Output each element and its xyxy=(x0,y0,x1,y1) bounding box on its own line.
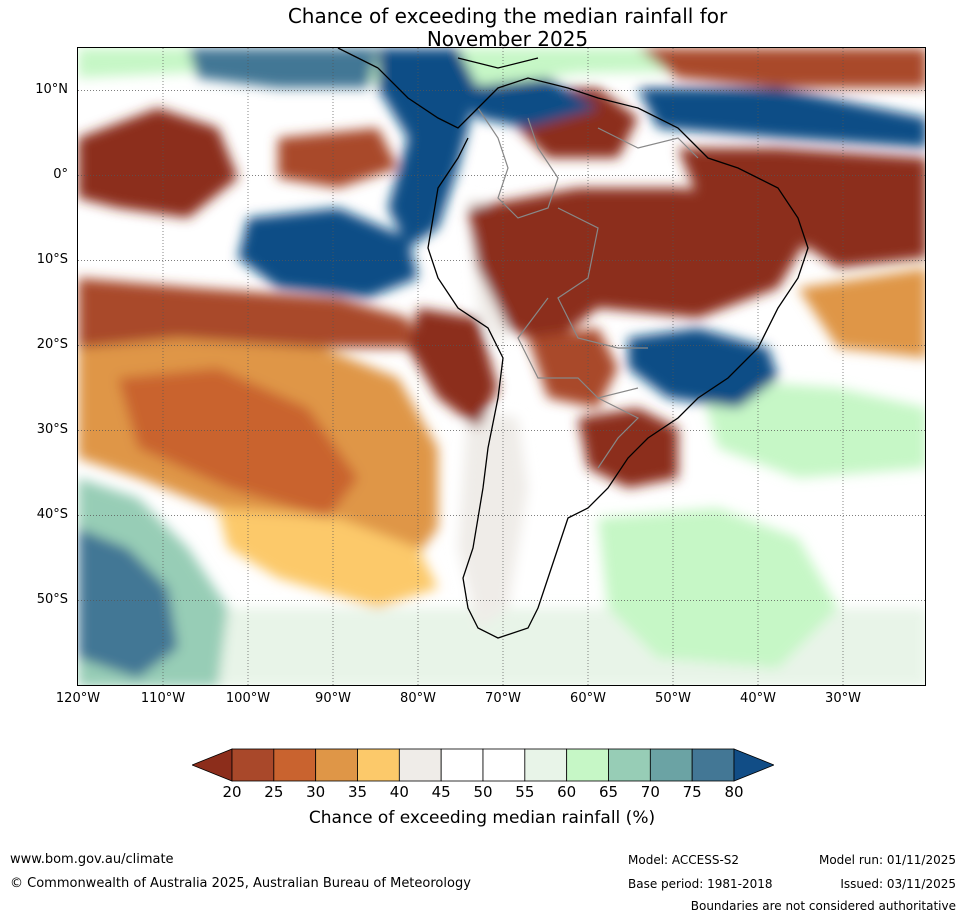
region-brown-tropical-atlantic xyxy=(678,148,925,268)
colorbar-tick-45: 45 xyxy=(431,783,451,801)
lon-label-40w: 40°W xyxy=(740,691,776,706)
colorbar-segment xyxy=(482,748,526,782)
region-grey-patagonia xyxy=(458,408,528,628)
colorbar-tick-40: 40 xyxy=(389,783,409,801)
colorbar-svg xyxy=(190,748,776,782)
region-blue-southwest xyxy=(78,528,178,678)
lat-label-40s: 40°S xyxy=(36,507,68,522)
region-brown-pacific-patch xyxy=(278,128,398,188)
region-blue-pacific-band xyxy=(188,48,378,88)
region-green-south-atlantic xyxy=(598,508,838,668)
colorbar-tick-25: 25 xyxy=(264,783,284,801)
base-period-text: Base period: 1981-2018 xyxy=(628,877,773,891)
colorbar-label: Chance of exceeding median rainfall (%) xyxy=(308,808,656,828)
colorbar-segment xyxy=(273,748,317,782)
disclaimer-text: Boundaries are not considered authoritat… xyxy=(690,899,956,913)
website-link[interactable]: www.bom.gov.au/climate xyxy=(10,852,174,867)
region-brown-equatorial-pacific xyxy=(78,108,238,218)
colorbar xyxy=(190,747,776,783)
colorbar-extend-high xyxy=(733,748,776,782)
map-title: Chance of exceeding the median rainfall … xyxy=(180,5,835,51)
region-brown-la-plata xyxy=(578,408,678,488)
colorbar-tick-65: 65 xyxy=(598,783,619,801)
border-argentina-uruguay xyxy=(597,397,640,469)
region-brown-amazon xyxy=(468,188,808,348)
coastline-south-america xyxy=(377,67,809,639)
rainfall-fields xyxy=(78,48,925,685)
graticule xyxy=(78,48,925,685)
lon-label-110w: 110°W xyxy=(140,691,186,706)
title-line-1: Chance of exceeding the median rainfall … xyxy=(287,4,728,28)
coastline-caribbean-islands xyxy=(457,57,539,69)
colorbar-segment xyxy=(315,748,358,782)
lon-label-80w: 80°W xyxy=(400,691,436,706)
colorbar-tick-50: 50 xyxy=(473,783,493,801)
border-guianas xyxy=(597,127,699,159)
lat-label-0: 0° xyxy=(53,167,68,182)
region-blue-southern-brazil xyxy=(628,328,778,408)
colorbar-segment xyxy=(357,748,400,782)
lon-label-70w: 70°W xyxy=(485,691,521,706)
region-brown-chile-offshore xyxy=(408,308,498,428)
colorbar-segment xyxy=(398,748,442,782)
colorbar-tick-70: 70 xyxy=(640,783,660,801)
colorbar-tick-35: 35 xyxy=(347,783,368,801)
lon-label-100w: 100°W xyxy=(225,691,271,706)
region-brown-southwest-pacific xyxy=(118,368,358,518)
coastline-central-america xyxy=(337,48,379,69)
lon-label-30w: 30°W xyxy=(825,691,861,706)
lat-label-30s: 30°S xyxy=(36,422,68,437)
model-run-text: Model run: 01/11/2025 xyxy=(818,853,956,867)
lon-label-50w: 50°W xyxy=(655,691,691,706)
lon-label-60w: 60°W xyxy=(570,691,606,706)
rainfall-map-svg xyxy=(78,48,925,685)
lon-label-120w: 120°W xyxy=(55,691,101,706)
region-green-southeast xyxy=(698,378,925,478)
colorbar-tick-80: 80 xyxy=(724,783,744,801)
rainfall-map xyxy=(77,47,926,686)
lat-label-20s: 20°S xyxy=(36,337,68,352)
colorbar-segment xyxy=(524,748,568,782)
colorbar-segment xyxy=(608,748,651,782)
colorbar-segment xyxy=(566,748,609,782)
colorbar-tick-30: 30 xyxy=(306,783,326,801)
region-brown-central-andes xyxy=(528,328,618,408)
colorbar-segment xyxy=(649,748,693,782)
colorbar-extend-low xyxy=(190,748,233,782)
copyright-text: © Commonwealth of Australia 2025, Austra… xyxy=(10,876,471,891)
lat-label-10s: 10°S xyxy=(36,252,68,267)
lat-label-50s: 50°S xyxy=(36,592,68,607)
border-andean-north xyxy=(477,107,559,219)
region-blue-atlantic-band xyxy=(638,88,925,148)
border-bolivia-paraguay xyxy=(517,297,639,399)
region-yellow-pacific-band xyxy=(218,508,438,608)
region-brown-north-atlantic xyxy=(638,48,925,88)
colorbar-segment xyxy=(231,748,275,782)
lon-label-90w: 90°W xyxy=(315,691,351,706)
colorbar-tick-55: 55 xyxy=(515,783,535,801)
region-orange-east-atlantic xyxy=(798,268,925,358)
issued-text: Issued: 03/11/2025 xyxy=(840,877,956,891)
colorbar-segment xyxy=(691,748,735,782)
colorbar-tick-60: 60 xyxy=(557,783,577,801)
border-brazil-west xyxy=(557,207,648,349)
region-blue-colombia-pacific xyxy=(378,48,478,248)
lat-label-10n: 10°N xyxy=(35,82,68,97)
colorbar-tick-20: 20 xyxy=(222,783,242,801)
colorbar-tick-75: 75 xyxy=(682,783,702,801)
model-text: Model: ACCESS-S2 xyxy=(628,853,740,867)
country-borders xyxy=(477,107,699,469)
region-blue-east-pacific xyxy=(238,208,418,298)
colorbar-segment xyxy=(440,748,484,782)
coastline xyxy=(337,48,809,639)
title-line-2: November 2025 xyxy=(426,27,589,51)
